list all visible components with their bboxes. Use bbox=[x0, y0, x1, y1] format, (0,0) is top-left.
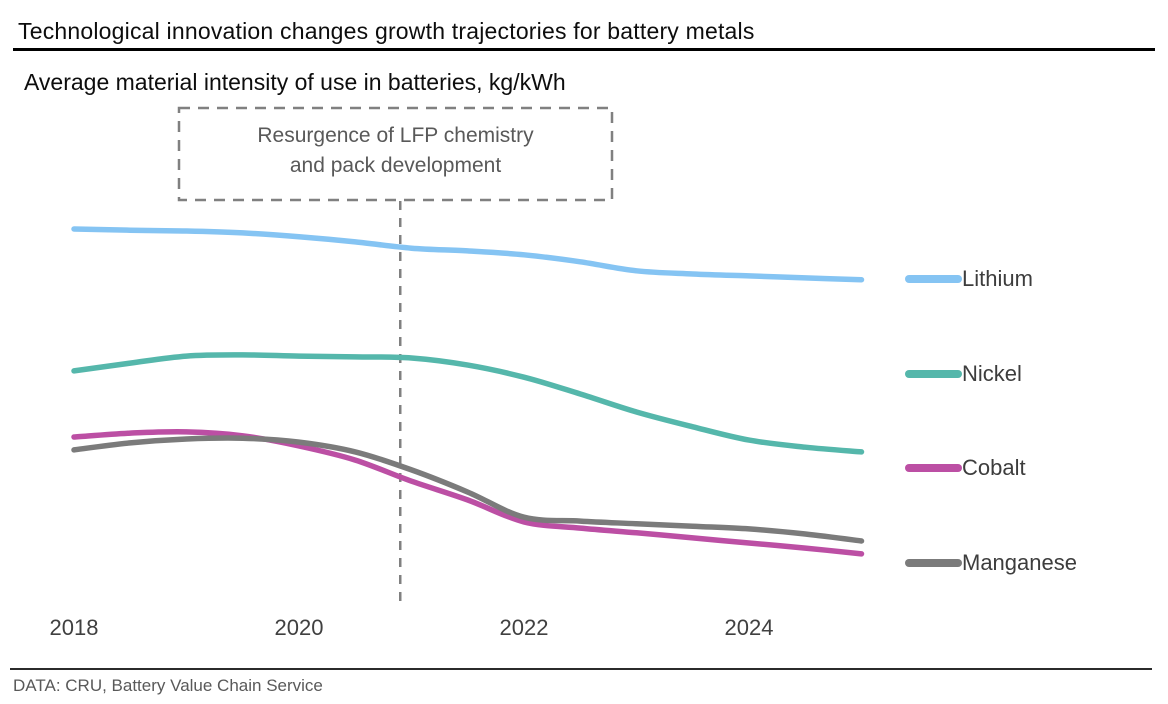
footer-divider bbox=[10, 668, 1152, 670]
legend-label-manganese: Manganese bbox=[962, 550, 1077, 575]
nickel-line bbox=[71, 352, 865, 455]
lithium-line bbox=[71, 226, 865, 283]
legend-label-lithium: Lithium bbox=[962, 266, 1033, 291]
lithium-swatch-icon bbox=[905, 275, 962, 283]
legend-label-nickel: Nickel bbox=[962, 361, 1022, 386]
page-title: Technological innovation changes growth … bbox=[18, 18, 755, 44]
legend-label-cobalt: Cobalt bbox=[962, 455, 1026, 480]
x-tick-2020: 2020 bbox=[274, 615, 324, 640]
nickel-swatch-icon bbox=[905, 370, 962, 378]
annotation-line-2: and pack development bbox=[289, 154, 502, 177]
cobalt-line bbox=[71, 429, 865, 557]
manganese-swatch-icon bbox=[905, 559, 962, 567]
annotation-box bbox=[177, 106, 614, 202]
annotation-line-1: Resurgence of LFP chemistry bbox=[257, 124, 534, 147]
title-underline bbox=[13, 48, 1155, 51]
x-tick-2024: 2024 bbox=[724, 615, 774, 640]
manganese-line bbox=[71, 435, 865, 544]
annotation-label: Resurgence of LFP chemistry and pack dev… bbox=[179, 121, 612, 181]
legend-item-manganese: Manganese bbox=[905, 548, 1077, 578]
data-source: DATA: CRU, Battery Value Chain Service bbox=[13, 676, 323, 695]
legend-item-lithium: Lithium bbox=[905, 264, 1033, 294]
chart-subtitle: Average material intensity of use in bat… bbox=[24, 69, 566, 95]
cobalt-swatch-icon bbox=[905, 464, 962, 472]
legend-item-nickel: Nickel bbox=[905, 359, 1022, 389]
x-tick-2022: 2022 bbox=[499, 615, 549, 640]
legend-item-cobalt: Cobalt bbox=[905, 453, 1026, 483]
x-tick-2018: 2018 bbox=[49, 615, 99, 640]
